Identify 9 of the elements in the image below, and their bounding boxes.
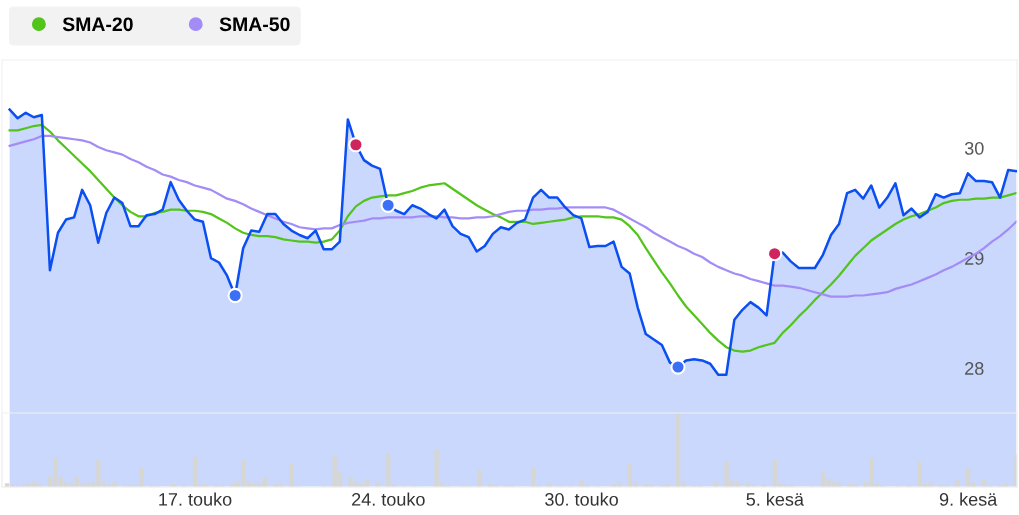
x-tick-label: 24. touko	[352, 492, 425, 506]
x-tick-label: 5. kesä	[746, 492, 804, 506]
x-tick-label: 9. kesä	[939, 492, 998, 506]
y-tick-label: 28	[965, 362, 984, 375]
y-tick-label: 30	[964, 141, 984, 155]
legend-label: SMA-20	[62, 17, 133, 32]
x-tick-label: 30. touko	[545, 492, 618, 506]
legend-label: SMA-50	[219, 17, 290, 32]
x-tick-label: 17. touko	[159, 492, 232, 506]
